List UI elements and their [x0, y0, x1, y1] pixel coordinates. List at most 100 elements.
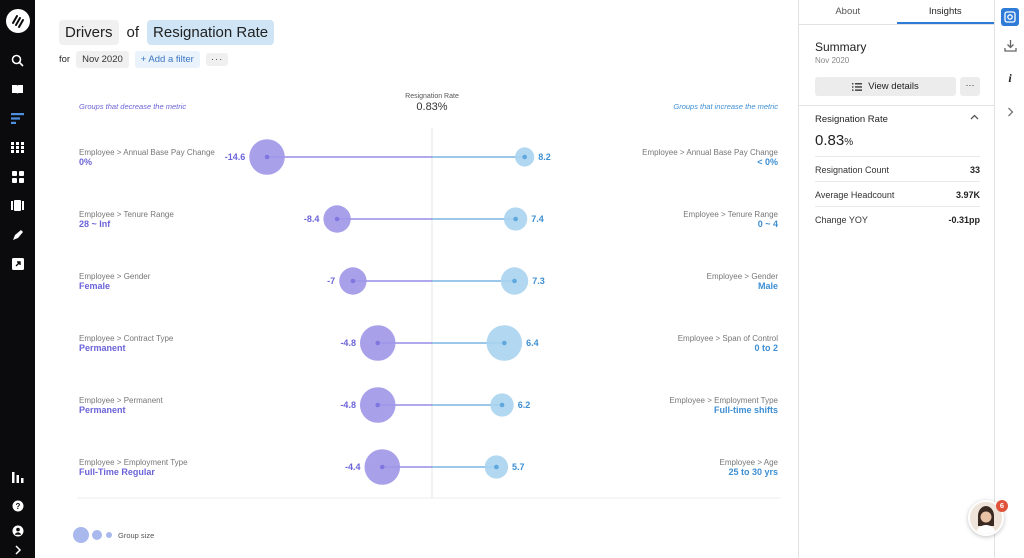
- left-group-value: 28 ~ Inf: [79, 219, 111, 229]
- left-group-path: Employee > Tenure Range: [79, 210, 174, 219]
- right-rail: i: [994, 0, 1024, 558]
- stat-label: Change YOY: [815, 215, 868, 225]
- decrease-value-label: -4.8: [340, 400, 356, 410]
- analytics-icon[interactable]: [9, 469, 26, 486]
- decrease-point: [334, 216, 340, 222]
- filter-more-button[interactable]: ···: [205, 53, 229, 66]
- dashboard-icon[interactable]: [9, 168, 26, 185]
- right-group-path: Employee > Age: [720, 458, 779, 467]
- decrease-value-label: -4.4: [345, 462, 361, 472]
- decrease-point: [375, 340, 381, 346]
- stat-label: Resignation Count: [815, 165, 890, 175]
- tab-about[interactable]: About: [835, 6, 861, 17]
- stat-row-average-headcount: Average Headcount 3.97K: [815, 190, 980, 200]
- svg-text:?: ?: [15, 502, 20, 511]
- increase-value-label: 7.4: [531, 214, 544, 224]
- left-nav: ?: [0, 0, 35, 558]
- left-group-path: Employee > Employment Type: [79, 458, 188, 467]
- right-group-path: Employee > Span of Control: [678, 334, 779, 343]
- app-logo[interactable]: [6, 9, 30, 33]
- increase-point: [512, 278, 517, 284]
- main-content: Drivers of Resignation Rate for Nov 2020…: [35, 0, 798, 558]
- for-label: for: [59, 54, 71, 65]
- grid-dots-icon[interactable]: [9, 139, 26, 156]
- view-details-label: View details: [868, 81, 919, 92]
- user-icon[interactable]: [9, 522, 26, 539]
- decrease-value-label: -14.6: [225, 152, 246, 162]
- external-link-icon[interactable]: [9, 255, 26, 272]
- stat-value: -0.31pp: [948, 215, 980, 225]
- center-metric-title: Resignation Rate: [405, 93, 459, 100]
- search-icon[interactable]: [9, 52, 26, 69]
- title-drivers-chip[interactable]: Drivers: [59, 20, 119, 45]
- right-group-path: Employee > Employment Type: [669, 396, 778, 405]
- legend-bubble-large: [73, 527, 89, 543]
- date-filter-chip[interactable]: Nov 2020: [76, 51, 129, 68]
- summary-date: Nov 2020: [815, 56, 850, 65]
- download-icon[interactable]: [1001, 36, 1019, 54]
- metric-value: 0.83%: [815, 132, 853, 149]
- legend-bubble-medium: [92, 530, 102, 540]
- tab-insights[interactable]: Insights: [896, 0, 994, 24]
- stat-row-resignation-count: Resignation Count 33: [815, 165, 980, 175]
- left-group-value: Female: [79, 281, 110, 291]
- info-icon[interactable]: i: [1001, 68, 1019, 86]
- left-group-path: Employee > Permanent: [79, 396, 164, 405]
- summary-more-button[interactable]: ···: [960, 77, 980, 96]
- right-group-path: Employee > Tenure Range: [683, 210, 778, 219]
- increase-value-label: 5.7: [512, 462, 525, 472]
- right-group-value: 25 to 30 yrs: [728, 467, 778, 477]
- increase-value-label: 7.3: [532, 276, 545, 286]
- screenshot-icon[interactable]: [1001, 8, 1019, 26]
- increase-point: [502, 340, 507, 346]
- left-group-value: Permanent: [79, 343, 126, 353]
- row-divider: [815, 181, 980, 182]
- left-group-path: Employee > Gender: [79, 272, 151, 281]
- add-filter-button[interactable]: + Add a filter: [134, 51, 200, 68]
- decrease-point: [375, 402, 381, 408]
- right-group-value: 0 to 2: [754, 343, 778, 353]
- decrease-value-label: -4.8: [340, 338, 356, 348]
- summary-title: Summary: [815, 40, 867, 54]
- book-icon[interactable]: [9, 81, 26, 98]
- chevron-right-icon[interactable]: [1001, 103, 1019, 121]
- row-divider: [815, 156, 980, 157]
- view-details-button[interactable]: View details: [815, 77, 956, 96]
- increase-point: [513, 216, 518, 222]
- panel-divider: [799, 105, 995, 106]
- left-group-value: Full-Time Regular: [79, 467, 155, 477]
- help-icon[interactable]: ?: [9, 497, 26, 514]
- left-caption: Groups that decrease the metric: [79, 102, 186, 111]
- stat-value: 3.97K: [955, 190, 980, 200]
- expand-chevron-icon[interactable]: [9, 541, 26, 558]
- center-metric-value: 0.83%: [416, 101, 447, 113]
- drivers-icon[interactable]: [9, 110, 26, 127]
- stat-row-change-yoy: Change YOY -0.31pp: [815, 215, 980, 225]
- legend-bubble-small: [106, 532, 112, 538]
- collapse-chevron-icon[interactable]: [970, 112, 979, 123]
- right-group-value: < 0%: [757, 157, 778, 167]
- left-group-path: Employee > Annual Base Pay Change: [79, 148, 215, 157]
- insights-panel: About Insights Summary Nov 2020 View det…: [798, 0, 995, 558]
- metric-value-number: 0.83: [815, 132, 845, 149]
- decrease-point: [350, 278, 356, 284]
- support-avatar[interactable]: [968, 500, 1004, 536]
- stories-icon[interactable]: [9, 197, 26, 214]
- metric-selector-chip[interactable]: Resignation Rate: [147, 20, 275, 45]
- right-group-value: Full-time shifts: [714, 405, 778, 415]
- right-group-value: Male: [758, 281, 778, 291]
- pen-icon[interactable]: [9, 226, 26, 243]
- left-group-value: 0%: [79, 157, 92, 167]
- stat-value: 33: [969, 165, 980, 175]
- panel-tabs: About Insights: [799, 0, 994, 25]
- stat-label: Average Headcount: [815, 190, 895, 200]
- page-title: Drivers of Resignation Rate: [59, 20, 275, 45]
- increase-value-label: 8.2: [538, 152, 551, 162]
- decrease-value-label: -8.4: [304, 214, 320, 224]
- increase-point: [499, 402, 505, 408]
- svg-text:i: i: [1008, 71, 1012, 84]
- notification-badge: 6: [996, 500, 1008, 512]
- right-caption: Groups that increase the metric: [673, 102, 778, 111]
- left-group-value: Permanent: [79, 405, 126, 415]
